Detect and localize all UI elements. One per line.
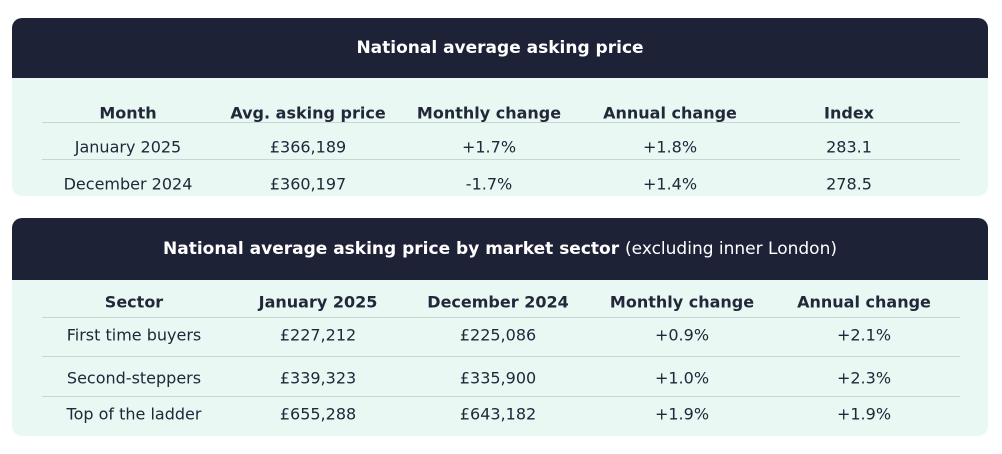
table-cell: £360,197 [269, 174, 347, 194]
column-header: Annual change [603, 103, 737, 123]
column-header: Avg. asking price [230, 103, 386, 123]
table-card: National average asking price Month Avg. … [12, 18, 988, 196]
column-header: Monthly change [609, 292, 755, 312]
table-card: National average asking price by market … [12, 218, 988, 436]
table-cell: £339,323 [279, 368, 357, 388]
table-cell: 278.5 [826, 174, 872, 194]
table-cell: £227,212 [279, 325, 357, 345]
table-cell: £225,086 [459, 325, 537, 345]
row-divider [42, 317, 960, 318]
table-cell: +1.4% [642, 174, 698, 194]
table-cell: Second-steppers [66, 368, 202, 388]
table-cell: +2.3% [836, 368, 892, 388]
column-header: Month [99, 103, 157, 123]
table-cell: £366,189 [269, 137, 347, 157]
table-cell: +1.9% [654, 404, 710, 424]
column-header: Annual change [797, 292, 931, 312]
table-cell: +2.1% [836, 325, 892, 345]
table-cell: First time buyers [66, 325, 202, 345]
row-divider [42, 396, 960, 397]
table-cell: December 2024 [63, 174, 193, 194]
column-header: Monthly change [416, 103, 562, 123]
column-header: December 2024 [427, 292, 569, 312]
table-cell: Top of the ladder [66, 404, 202, 424]
row-divider [42, 159, 960, 160]
table-cell: January 2025 [74, 137, 182, 157]
table-header: National average asking price by market … [12, 218, 988, 280]
column-header: Sector [104, 292, 164, 312]
row-divider [42, 356, 960, 357]
table-cell: 283.1 [826, 137, 872, 157]
table-title: National average asking price by market … [163, 239, 620, 259]
table-cell: £335,900 [459, 368, 537, 388]
table-title-note: (excluding inner London) [625, 239, 837, 259]
table-header: National average asking price [12, 18, 988, 78]
table-cell: +1.7% [461, 137, 517, 157]
table-cell: +1.0% [654, 368, 710, 388]
table-cell: £655,288 [279, 404, 357, 424]
column-header: Index [824, 103, 874, 123]
table-cell: -1.7% [465, 174, 513, 194]
row-divider [42, 122, 960, 123]
table-cell: +1.9% [836, 404, 892, 424]
table-cell: +0.9% [654, 325, 710, 345]
table-title: National average asking price [356, 38, 644, 58]
table-cell: +1.8% [642, 137, 698, 157]
column-header: January 2025 [258, 292, 378, 312]
table-cell: £643,182 [459, 404, 537, 424]
